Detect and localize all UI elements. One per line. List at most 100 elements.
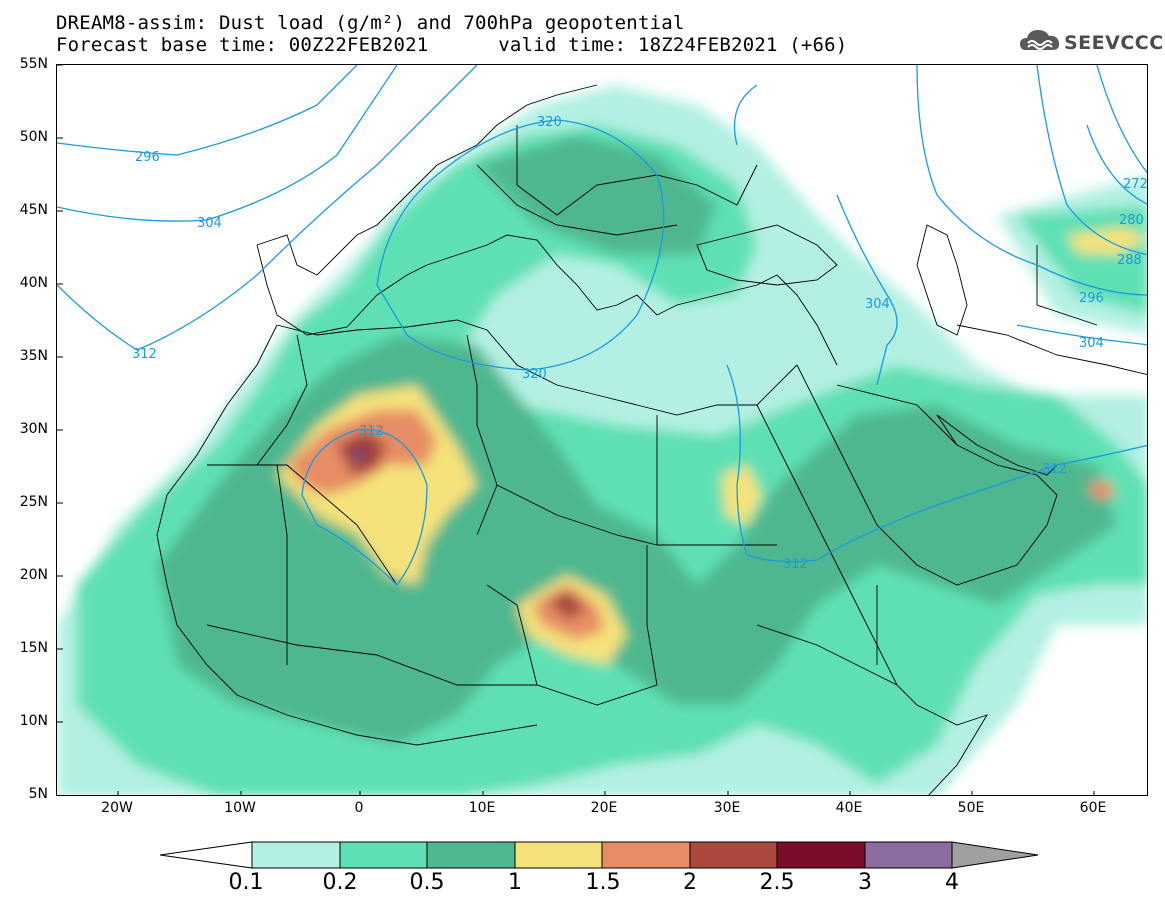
lon-label-10w: 10W [224, 800, 256, 816]
colorbar-label-0-5: 0.5 [409, 870, 445, 895]
contour-312-south [726, 364, 1147, 563]
border-libya-chad [496, 484, 658, 546]
map-subtitle-times: Forecast base time: 00Z22FEB2021 valid t… [56, 34, 848, 56]
dust-level-1-caspian [1067, 227, 1147, 255]
lat-label-15n: 15N [19, 640, 48, 656]
border-mali-algeria [207, 464, 398, 586]
lat-label-5n: 5N [28, 786, 48, 802]
border-alps-danube [476, 164, 678, 236]
dust-load-map: 296 304 312 320 320 312 312 304 296 288 … [57, 65, 1148, 795]
contour-label-288: 288 [1117, 253, 1142, 268]
coastline-iberia [256, 244, 428, 336]
border-sudan-ethiopia [756, 624, 898, 686]
contour-label-312-sudan: 312 [783, 557, 808, 572]
dust-level-0-5-europe [477, 135, 717, 255]
contour-320-north [376, 119, 665, 371]
contour-label-280: 280 [1119, 213, 1144, 228]
coastline-persian-gulf [936, 414, 1058, 476]
colorbar-over-triangle [951, 841, 1039, 869]
colorbar-bin-3 [864, 841, 953, 869]
border-chad-sudan [646, 545, 658, 686]
geopotential-contours [57, 65, 1147, 586]
map-title: DREAM8-assim: Dust load (g/m²) and 700hP… [56, 12, 685, 34]
contour-296-west [57, 65, 358, 156]
colorbar-bin-1-5 [601, 841, 691, 869]
lat-label-50n: 50N [19, 129, 48, 145]
colorbar-bin-2-5 [776, 841, 866, 869]
contour-label-312-oman: 312 [1042, 462, 1067, 477]
coastline-europe-atlantic [256, 84, 598, 276]
colorbar-label-0-1: 0.1 [228, 870, 264, 895]
contour-304-west [57, 65, 398, 222]
lat-label-20n: 20N [19, 567, 48, 583]
coastline-arabia [796, 364, 1058, 586]
colorbar-label-0-2: 0.2 [322, 870, 358, 895]
contour-label-312-low: 312 [359, 424, 384, 439]
colorbar-label-4: 4 [945, 870, 959, 895]
coastline-black-sea [696, 224, 838, 286]
border-mauritania-mali [276, 464, 288, 665]
colorbar-under-triangle [160, 841, 253, 869]
lat-label-30n: 30N [19, 421, 48, 437]
axis-ticks [57, 65, 1095, 795]
coastline-mediterranean-north [426, 234, 838, 366]
coastline-north-africa [276, 319, 798, 416]
contour-320-curl [733, 84, 758, 146]
contour-label-304-iran: 304 [1079, 336, 1104, 351]
contour-296-east [916, 65, 1147, 296]
contour-label-312: 312 [132, 347, 157, 362]
colorbar [160, 841, 1039, 869]
border-eastern-europe [516, 125, 758, 216]
coastline-horn-of-africa [916, 704, 989, 795]
lon-label-40e: 40E [835, 800, 863, 816]
coastline-west-africa [156, 324, 538, 746]
colorbar-label-2-5: 2.5 [759, 870, 795, 895]
logo-text: SEEVCCC [1064, 32, 1164, 54]
contour-288-east [1036, 65, 1147, 256]
coastline-red-sea-west [756, 404, 918, 706]
lon-label-20w: 20W [101, 800, 133, 816]
contour-label-320-north: 320 [537, 115, 562, 130]
dust-level-3 [353, 449, 365, 461]
colorbar-bin-0-1 [251, 841, 341, 869]
border-sahel [206, 624, 658, 706]
colorbar-bin-0-2 [339, 841, 428, 869]
contour-label-272: 272 [1123, 177, 1148, 192]
dust-level-1-5-oman [1087, 480, 1117, 500]
contour-272-east [1096, 65, 1147, 174]
contour-label-296: 296 [135, 150, 160, 165]
border-chad-niger [486, 584, 538, 686]
colorbar-label-2: 2 [683, 870, 697, 895]
lon-label-20e: 20E [590, 800, 618, 816]
lat-label-45n: 45N [19, 202, 48, 218]
lon-label-50e: 50E [957, 800, 985, 816]
colorbar-bin-2 [689, 841, 778, 869]
contour-label-304: 304 [197, 216, 222, 231]
colorbar-label-1: 1 [508, 870, 522, 895]
border-arabia-north [836, 384, 958, 446]
border-algeria-libya [466, 334, 498, 536]
lat-label-40n: 40N [19, 275, 48, 291]
contour-280-east [1086, 124, 1147, 205]
lon-label-0: 0 [354, 800, 364, 816]
contour-label-320-south: 320 [522, 367, 547, 382]
dust-shading [57, 85, 1147, 795]
coastline-iran [956, 324, 1147, 375]
contour-labels: 296 304 312 320 320 312 312 304 296 288 … [132, 115, 1148, 572]
colorbar-bin-0-5 [426, 841, 516, 869]
border-morocco-algeria [256, 334, 308, 466]
contour-304-east [836, 194, 898, 386]
colorbar-bin-1 [514, 841, 603, 869]
contour-304-arabia [1016, 324, 1147, 346]
coastlines-borders [156, 84, 1147, 795]
colorbar-label-3: 3 [858, 870, 872, 895]
lat-label-35n: 35N [19, 348, 48, 364]
contour-312-low [301, 428, 428, 586]
colorbar-label-1-5: 1.5 [585, 870, 621, 895]
lat-label-10n: 10N [19, 713, 48, 729]
cloud-logo-icon [1020, 30, 1060, 50]
map-panel: 296 304 312 320 320 312 312 304 296 288 … [56, 64, 1148, 796]
lat-label-55n: 55N [19, 56, 48, 72]
dust-level-2-chad [547, 590, 587, 620]
contour-label-296-east: 296 [1079, 291, 1104, 306]
